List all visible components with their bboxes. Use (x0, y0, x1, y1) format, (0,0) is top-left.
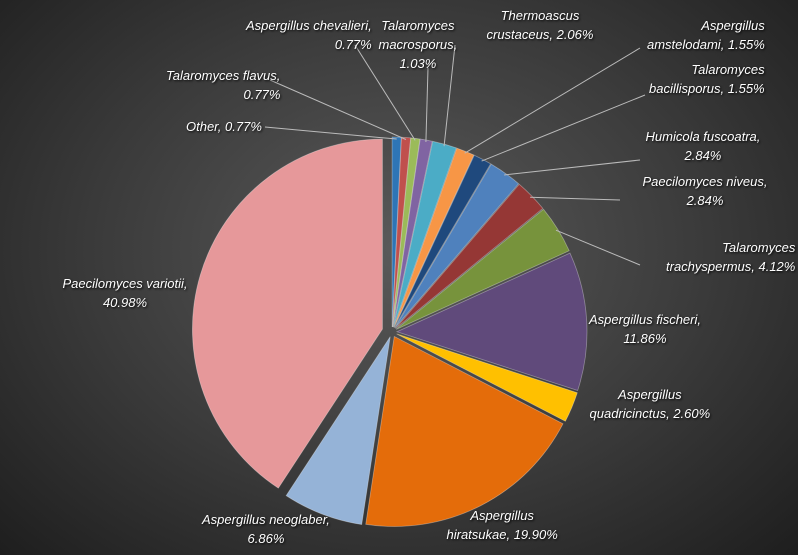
pie-slice (394, 163, 520, 329)
leader-line (425, 67, 429, 143)
data-label: Other, 0.77% (186, 119, 262, 134)
leader-line (443, 44, 456, 147)
data-label: Paecilomyces niveus, 2.84% (642, 174, 768, 208)
pie-slice (395, 208, 570, 330)
data-label: Aspergillus neoglaber, 6.86% (202, 512, 330, 546)
pie-slice (395, 252, 588, 392)
leader-line (530, 196, 621, 201)
leader-line (504, 159, 641, 176)
pie-slice (395, 183, 544, 329)
data-label: Aspergillus amstelodami, 1.55% (647, 18, 765, 52)
leader-line (354, 44, 416, 141)
leader-line (555, 229, 641, 266)
pie-slice (396, 333, 578, 422)
leader-line (269, 79, 407, 140)
data-label: Aspergillus quadricinctus, 2.60% (589, 387, 711, 421)
pie-slice (285, 336, 391, 525)
data-label: Paecilomyces variotii, 40.98% (62, 276, 188, 310)
pie-slice (393, 154, 492, 328)
data-label: Aspergillus hiratsukae, 19.90% (446, 508, 558, 542)
data-label: Aspergillus fischeri, 11.86% (589, 312, 701, 346)
data-label: Talaromyces trachyspermus, 4.12% (666, 240, 796, 274)
data-label: Talaromyces macrosporus, 1.03% (378, 18, 458, 71)
pie-slice (365, 335, 564, 527)
leader-line (464, 47, 641, 154)
pie-slice (192, 138, 383, 489)
data-label: Humicola fuscoatra, 2.84% (645, 129, 761, 163)
leader-line (264, 126, 397, 140)
data-label: Talaromyces flavus, 0.77% (166, 68, 281, 102)
pie-slice (392, 137, 421, 328)
data-label: Aspergillus chevalieri, 0.77% (246, 18, 372, 52)
leader-line (481, 94, 646, 162)
pie-slice (393, 147, 475, 328)
data-label: Talaromyces bacillisporus, 1.55% (649, 62, 765, 96)
data-label: Thermoascus crustaceus, 2.06% (486, 8, 594, 42)
